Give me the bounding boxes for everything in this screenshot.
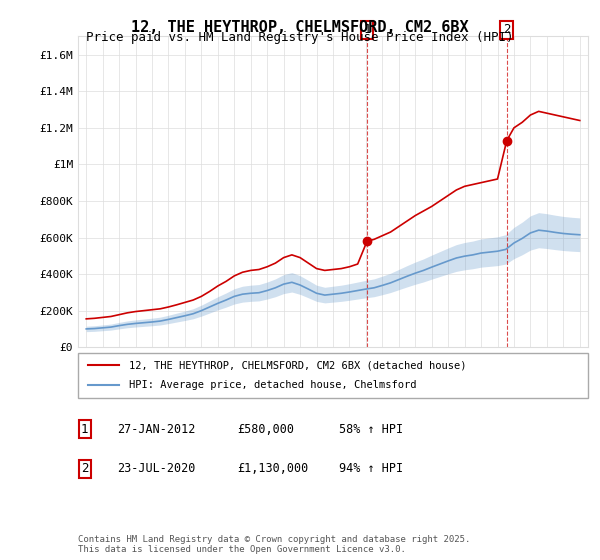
Text: 12, THE HEYTHROP, CHELMSFORD, CM2 6BX: 12, THE HEYTHROP, CHELMSFORD, CM2 6BX bbox=[131, 20, 469, 35]
Text: £1,130,000: £1,130,000 bbox=[237, 462, 308, 475]
FancyBboxPatch shape bbox=[78, 353, 588, 398]
Text: 1: 1 bbox=[364, 24, 371, 36]
Text: 2: 2 bbox=[503, 24, 511, 36]
Text: HPI: Average price, detached house, Chelmsford: HPI: Average price, detached house, Chel… bbox=[129, 380, 416, 390]
Text: Price paid vs. HM Land Registry's House Price Index (HPI): Price paid vs. HM Land Registry's House … bbox=[86, 31, 514, 44]
Text: 58% ↑ HPI: 58% ↑ HPI bbox=[339, 423, 403, 436]
Text: 1: 1 bbox=[81, 423, 89, 436]
Text: £580,000: £580,000 bbox=[237, 423, 294, 436]
Text: 23-JUL-2020: 23-JUL-2020 bbox=[117, 462, 196, 475]
Text: 27-JAN-2012: 27-JAN-2012 bbox=[117, 423, 196, 436]
Text: 94% ↑ HPI: 94% ↑ HPI bbox=[339, 462, 403, 475]
Text: Contains HM Land Registry data © Crown copyright and database right 2025.
This d: Contains HM Land Registry data © Crown c… bbox=[78, 535, 470, 554]
Text: 12, THE HEYTHROP, CHELMSFORD, CM2 6BX (detached house): 12, THE HEYTHROP, CHELMSFORD, CM2 6BX (d… bbox=[129, 360, 467, 370]
Text: 2: 2 bbox=[81, 462, 89, 475]
